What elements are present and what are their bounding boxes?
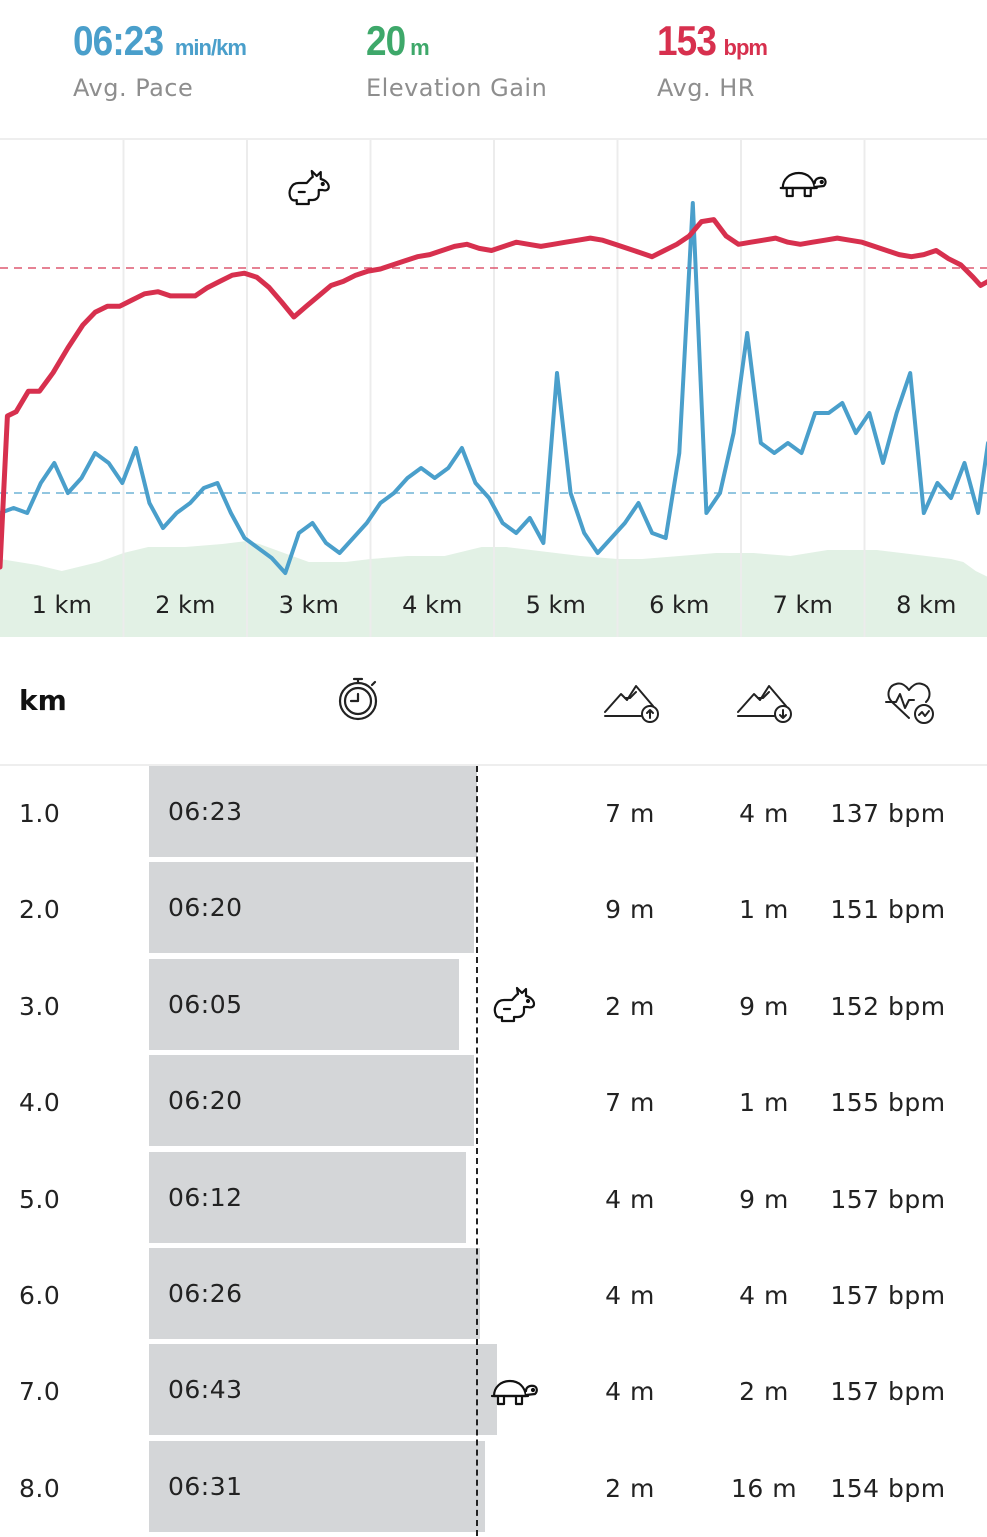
split-hr: 137 bpm [830,799,946,828]
avg-hr-label: Avg. HR [657,74,755,102]
elevation-gain-label: Elevation Gain [366,74,548,102]
split-pace: 06:12 [168,1182,243,1212]
elevation-gain-unit: m [410,35,430,60]
split-km: 3.0 [19,991,61,1021]
pace-bar [149,1151,466,1243]
split-descent: 2 m [739,1377,789,1407]
avg-pace-label: Avg. Pace [73,74,194,102]
avg-pace-unit: min/km [174,35,247,60]
split-km: 8.0 [19,1473,61,1503]
x-tick-label: 3 km [279,591,339,619]
pace-line [0,201,987,575]
split-km: 5.0 [19,1184,61,1214]
x-tick-label: 8 km [896,591,956,619]
table-row[interactable]: 7.0 06:43 4 m 2 m 157 bpm [0,1344,987,1440]
rabbit-icon [490,985,538,1029]
split-pace: 06:05 [168,989,243,1019]
split-pace: 06:20 [168,1086,243,1116]
turtle-icon [490,1376,540,1412]
mountain-up-icon [603,682,661,730]
run-chart-svg: 1 km 2 km 3 km 4 km 5 km 6 km 7 km 8 km [0,140,987,637]
table-row[interactable]: 8.0 06:31 2 m 16 m 154 bpm [0,1440,987,1537]
stopwatch-icon [336,676,380,726]
split-pace: 06:31 [168,1471,243,1501]
split-ascent: 2 m [605,1473,655,1503]
split-hr: 152 bpm [830,991,946,1021]
x-tick-label: 1 km [32,591,92,619]
split-descent: 1 m [739,895,789,925]
km-column-header: km [19,684,67,717]
table-row[interactable]: 1.0 06:23 7 m 4 m 137 bpm [0,766,987,862]
x-tick-label: 6 km [649,591,709,619]
x-tick-label: 5 km [526,591,586,619]
table-row[interactable]: 2.0 06:20 9 m 1 m 151 bpm [0,862,987,958]
splits-table-header: km [0,640,987,766]
split-pace: 06:23 [168,797,243,826]
summary-stats: 06:23 min/km Avg. Pace 20 m Elevation Ga… [0,0,987,140]
avg-pace-value: 06:23 [73,17,164,64]
split-pace: 06:43 [168,1375,243,1405]
avg-hr-unit: bpm [723,35,768,60]
avg-pace-stat: 06:23 min/km Avg. Pace [73,17,247,103]
split-ascent: 2 m [605,991,655,1021]
split-hr: 151 bpm [830,895,946,925]
x-tick-label: 4 km [402,591,462,619]
split-hr: 157 bpm [830,1377,946,1407]
table-row[interactable]: 5.0 06:12 4 m 9 m 157 bpm [0,1151,987,1248]
split-descent: 16 m [730,1473,798,1503]
table-row[interactable]: 6.0 06:26 4 m 4 m 157 bpm [0,1248,987,1344]
elevation-gain-value-row: 20 m [366,20,547,62]
chart-rabbit-icon [288,169,330,206]
split-hr: 155 bpm [830,1088,946,1118]
split-km: 1.0 [19,799,61,828]
split-ascent: 4 m [605,1184,655,1214]
pace-bar [149,1440,486,1532]
split-descent: 4 m [739,799,789,828]
table-row[interactable]: 4.0 06:20 7 m 1 m 155 bpm [0,1055,987,1151]
split-ascent: 4 m [605,1377,655,1407]
avg-hr-value: 153 [657,17,717,64]
split-descent: 4 m [739,1281,789,1310]
pace-bar [149,958,459,1050]
pace-bar [149,862,474,954]
split-pace: 06:26 [168,1279,243,1308]
split-km: 2.0 [19,895,61,925]
split-pace: 06:20 [168,893,243,923]
split-km: 7.0 [19,1377,61,1407]
split-ascent: 4 m [605,1281,655,1310]
split-descent: 9 m [739,991,789,1021]
average-pace-line [476,766,478,1536]
chart-turtle-icon [779,171,827,198]
split-ascent: 9 m [605,895,655,925]
split-descent: 9 m [739,1184,789,1214]
split-km: 6.0 [19,1281,61,1310]
avg-hr-value-row: 153 bpm [657,17,768,64]
pace-bar [149,1055,474,1147]
split-km: 4.0 [19,1088,61,1118]
hr-line [0,217,987,570]
split-descent: 1 m [739,1088,789,1118]
mountain-down-icon [736,682,794,730]
avg-pace-value-row: 06:23 min/km [73,17,247,64]
table-row[interactable]: 3.0 06:05 2 m 9 m 152 bpm [0,958,987,1055]
run-chart[interactable]: 1 km 2 km 3 km 4 km 5 km 6 km 7 km 8 km [0,140,987,637]
pace-bar [149,766,477,857]
split-ascent: 7 m [605,1088,655,1118]
elevation-gain-stat: 20 m Elevation Gain [366,20,548,103]
split-ascent: 7 m [605,799,655,828]
x-tick-label: 2 km [155,591,215,619]
split-hr: 157 bpm [830,1184,946,1214]
pace-bar [149,1344,498,1436]
elevation-gain-value: 20 [366,17,406,64]
pace-bar [149,1248,481,1339]
heart-rate-icon [884,680,938,730]
split-hr: 154 bpm [830,1473,946,1503]
split-hr: 157 bpm [830,1281,946,1310]
x-tick-label: 7 km [773,591,833,619]
avg-hr-stat: 153 bpm Avg. HR [657,17,768,103]
